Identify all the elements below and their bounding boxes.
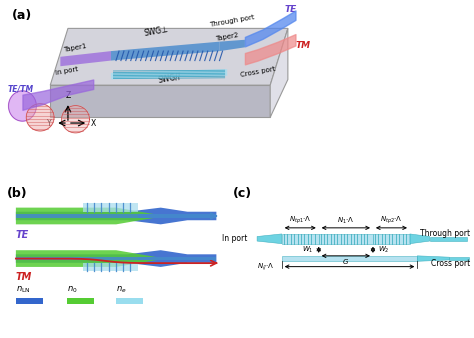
- Text: $n_e$: $n_e$: [116, 285, 127, 295]
- Text: $W_2$: $W_2$: [378, 245, 390, 255]
- Polygon shape: [16, 208, 165, 224]
- FancyBboxPatch shape: [373, 234, 410, 244]
- Text: $N_{//}{\cdot}\Lambda$: $N_{//}{\cdot}\Lambda$: [256, 261, 274, 272]
- Polygon shape: [50, 85, 270, 117]
- FancyBboxPatch shape: [429, 237, 466, 241]
- Text: In port: In port: [55, 66, 79, 76]
- Polygon shape: [16, 250, 216, 267]
- Polygon shape: [16, 214, 216, 218]
- Text: In port: In port: [222, 234, 247, 243]
- Text: Cross port: Cross port: [431, 259, 470, 268]
- Polygon shape: [60, 51, 111, 66]
- Text: $G$: $G$: [342, 257, 349, 266]
- Polygon shape: [270, 28, 288, 117]
- FancyBboxPatch shape: [449, 257, 469, 260]
- Polygon shape: [26, 104, 54, 131]
- Polygon shape: [16, 208, 216, 224]
- Text: TM: TM: [295, 41, 310, 50]
- Text: $W_1$: $W_1$: [302, 245, 314, 255]
- Polygon shape: [417, 256, 449, 261]
- Text: $n_0$: $n_0$: [67, 285, 78, 295]
- Text: $N_{tp2}{\cdot}\Lambda$: $N_{tp2}{\cdot}\Lambda$: [380, 214, 403, 225]
- Polygon shape: [50, 28, 288, 85]
- Text: TE/TM: TE/TM: [7, 84, 33, 94]
- Text: Z: Z: [65, 91, 71, 100]
- Polygon shape: [219, 40, 245, 51]
- FancyBboxPatch shape: [67, 298, 94, 304]
- Polygon shape: [16, 257, 216, 260]
- Text: Through port: Through port: [210, 15, 255, 28]
- Polygon shape: [9, 91, 36, 121]
- FancyBboxPatch shape: [16, 298, 43, 304]
- Text: $n_{\mathrm{LN}}$: $n_{\mathrm{LN}}$: [16, 285, 30, 295]
- Polygon shape: [111, 42, 219, 61]
- Polygon shape: [257, 234, 282, 244]
- Text: (a): (a): [12, 9, 33, 22]
- Text: Y: Y: [47, 119, 52, 127]
- Text: TM: TM: [16, 272, 32, 282]
- Polygon shape: [62, 105, 90, 133]
- Text: Cross port: Cross port: [239, 66, 275, 78]
- Text: SWG//: SWG//: [157, 72, 182, 85]
- Text: Through port: Through port: [420, 229, 470, 238]
- Polygon shape: [16, 250, 165, 267]
- Text: X: X: [91, 119, 96, 127]
- Text: TE: TE: [284, 5, 297, 14]
- FancyBboxPatch shape: [282, 234, 319, 244]
- Text: Taper1: Taper1: [64, 43, 88, 53]
- Text: $N_{tp1}{\cdot}\Lambda$: $N_{tp1}{\cdot}\Lambda$: [289, 214, 311, 225]
- FancyBboxPatch shape: [82, 263, 138, 271]
- Polygon shape: [410, 234, 429, 244]
- Text: TE: TE: [16, 230, 29, 240]
- FancyBboxPatch shape: [116, 298, 143, 304]
- FancyBboxPatch shape: [319, 234, 373, 244]
- FancyBboxPatch shape: [138, 257, 216, 260]
- Text: $N_1{\cdot}\Lambda$: $N_1{\cdot}\Lambda$: [337, 215, 355, 225]
- Text: Taper2: Taper2: [215, 32, 239, 42]
- Text: SWG⊥: SWG⊥: [144, 25, 169, 38]
- FancyBboxPatch shape: [282, 256, 417, 261]
- Text: (c): (c): [232, 187, 252, 200]
- Polygon shape: [111, 69, 227, 79]
- FancyBboxPatch shape: [82, 203, 138, 212]
- Text: (b): (b): [7, 187, 27, 200]
- FancyBboxPatch shape: [138, 214, 216, 218]
